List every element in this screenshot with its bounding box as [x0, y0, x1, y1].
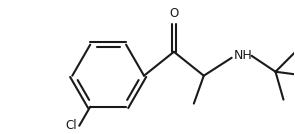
Text: NH: NH	[234, 49, 253, 62]
Text: O: O	[169, 7, 178, 20]
Text: Cl: Cl	[66, 119, 77, 132]
